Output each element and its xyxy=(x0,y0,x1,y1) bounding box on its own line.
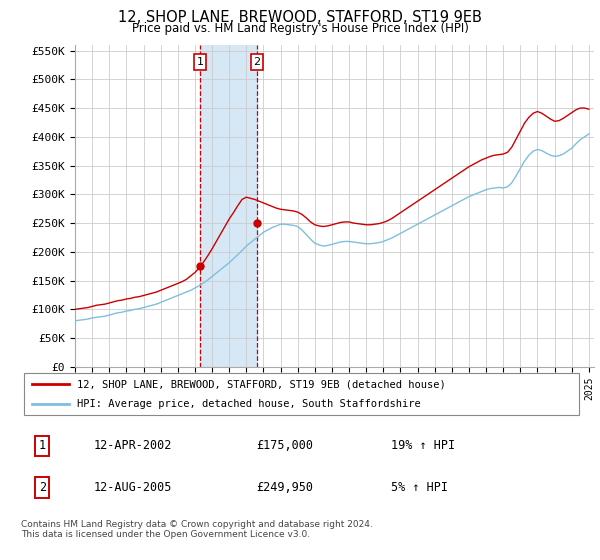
FancyBboxPatch shape xyxy=(24,373,579,416)
Text: 12, SHOP LANE, BREWOOD, STAFFORD, ST19 9EB (detached house): 12, SHOP LANE, BREWOOD, STAFFORD, ST19 9… xyxy=(77,379,446,389)
Bar xyxy=(200,45,257,367)
Text: 2: 2 xyxy=(253,57,260,67)
Text: 2: 2 xyxy=(39,481,46,494)
Text: 12, SHOP LANE, BREWOOD, STAFFORD, ST19 9EB: 12, SHOP LANE, BREWOOD, STAFFORD, ST19 9… xyxy=(118,10,482,25)
Text: £249,950: £249,950 xyxy=(257,481,314,494)
Text: 1: 1 xyxy=(196,57,203,67)
Text: Price paid vs. HM Land Registry's House Price Index (HPI): Price paid vs. HM Land Registry's House … xyxy=(131,22,469,35)
Text: 5% ↑ HPI: 5% ↑ HPI xyxy=(391,481,448,494)
Text: 1: 1 xyxy=(39,440,46,452)
Text: HPI: Average price, detached house, South Staffordshire: HPI: Average price, detached house, Sout… xyxy=(77,399,421,409)
Text: 12-APR-2002: 12-APR-2002 xyxy=(94,440,172,452)
Text: £175,000: £175,000 xyxy=(257,440,314,452)
Text: Contains HM Land Registry data © Crown copyright and database right 2024.
This d: Contains HM Land Registry data © Crown c… xyxy=(21,520,373,539)
Text: 19% ↑ HPI: 19% ↑ HPI xyxy=(391,440,455,452)
Text: 12-AUG-2005: 12-AUG-2005 xyxy=(94,481,172,494)
